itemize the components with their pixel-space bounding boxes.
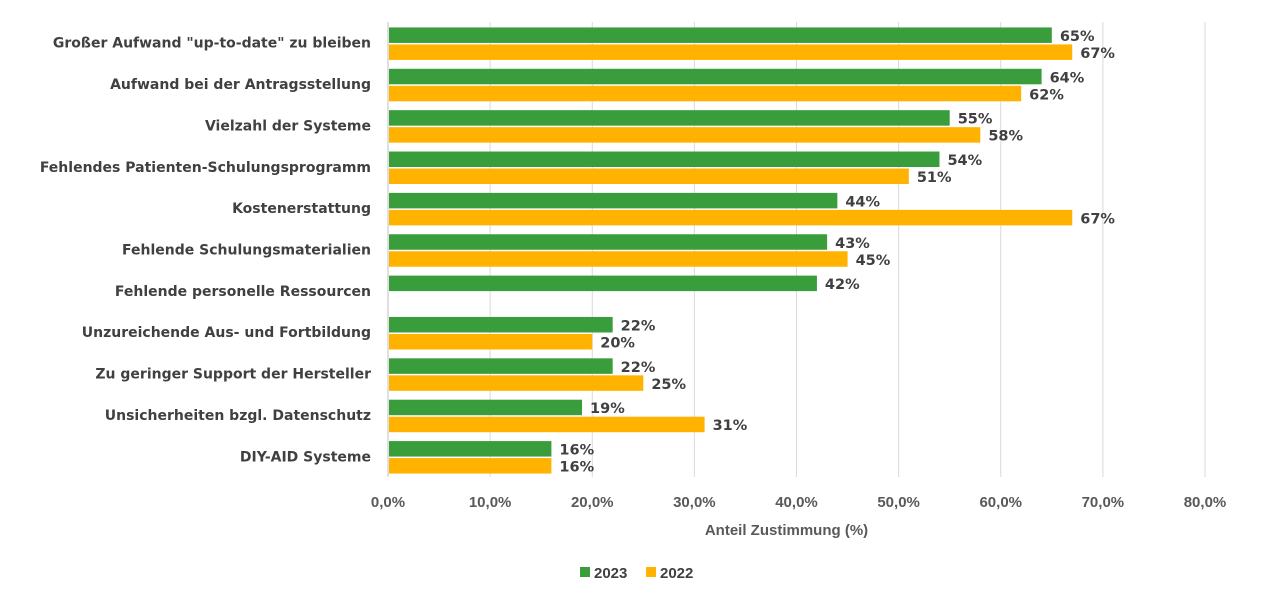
x-tick-label: 50,0% [877, 494, 920, 511]
x-axis-title: Anteil Zustimmung (%) [705, 522, 868, 539]
value-label-2022: 58% [988, 129, 1023, 145]
bar-2022 [389, 458, 552, 474]
value-label-2023: 19% [590, 401, 625, 417]
bar-2023 [389, 68, 1042, 85]
x-tick-label: 70,0% [1082, 494, 1125, 511]
category-labels: Großer Aufwand "up-to-date" zu bleiben Au… [40, 36, 371, 466]
value-label-2023: 42% [825, 277, 860, 293]
bar-2023 [389, 151, 940, 168]
bar-2023 [389, 399, 583, 416]
category-label: Aufwand bei der Antragsstellung [110, 77, 371, 93]
bar-2023 [389, 27, 1052, 43]
value-label-2023: 22% [621, 360, 656, 376]
bar-2022 [389, 251, 848, 267]
category-label: Kostenerstattung [232, 201, 371, 217]
bar-2022 [389, 416, 705, 433]
bar-2022 [389, 375, 644, 391]
category-label: Fehlende Schulungsmaterialien [122, 243, 371, 259]
value-label-2022: 67% [1080, 46, 1115, 62]
value-label-2022: 16% [559, 460, 594, 476]
legend-swatch-2023 [580, 567, 590, 577]
legend-label-2023: 2023 [594, 565, 627, 582]
value-label-2023: 44% [845, 194, 880, 210]
bar-2022 [389, 44, 1073, 60]
category-label: Fehlendes Patienten-Schulungsprogramm [40, 160, 371, 176]
value-label-2023: 43% [835, 236, 870, 252]
value-label-2023: 55% [958, 112, 993, 128]
x-tick-label: 80,0% [1184, 494, 1227, 511]
category-label: Unsicherheiten bzgl. Datenschutz [105, 408, 371, 424]
bar-2022 [389, 333, 593, 350]
bar-2022 [389, 168, 909, 185]
x-tick-label: 40,0% [775, 494, 818, 511]
value-label-2022: 62% [1029, 87, 1064, 103]
bar-2022 [389, 127, 981, 143]
x-tick-label: 20,0% [571, 494, 614, 511]
category-label: Großer Aufwand "up-to-date" zu bleiben [53, 36, 371, 52]
value-label-2022: 20% [600, 335, 635, 351]
bar-2023 [389, 316, 613, 333]
value-label-2022: 67% [1080, 211, 1115, 227]
x-tick-labels: 0,0% 10,0% 20,0% 30,0% 40,0% 50,0% 60,0% 70,0% 8… [371, 494, 1226, 511]
value-label-2022: 25% [651, 377, 686, 393]
bar-2023 [389, 110, 950, 126]
x-tick-label: 60,0% [979, 494, 1022, 511]
bar-2023 [389, 358, 613, 374]
category-label: Vielzahl der Systeme [205, 118, 371, 134]
value-label-2022: 51% [917, 170, 952, 186]
bar-2023 [389, 234, 828, 250]
bar-2022 [389, 209, 1073, 226]
bar-2023 [389, 192, 838, 209]
value-label-2023: 22% [621, 318, 656, 334]
category-label: Zu geringer Support der Hersteller [95, 367, 371, 383]
value-label-2023: 65% [1060, 29, 1095, 45]
bar-2022 [389, 85, 1022, 102]
value-label-2023: 64% [1050, 70, 1085, 86]
value-label-2022: 45% [856, 253, 891, 269]
category-label: Unzureichende Aus- und Fortbildung [82, 325, 371, 341]
category-label: Fehlende personelle Ressourcen [115, 284, 371, 300]
value-labels: 65%67%64%62%55%58%54%51%44%67%43%45%42%2… [559, 29, 1115, 476]
legend: 2023 2022 [580, 565, 693, 582]
category-label: DIY-AID Systeme [240, 449, 371, 465]
bars [389, 27, 1073, 474]
value-label-2023: 54% [947, 153, 982, 169]
x-tick-label: 30,0% [673, 494, 716, 511]
x-tick-label: 0,0% [371, 494, 405, 511]
x-tick-label: 10,0% [469, 494, 512, 511]
bar-2023 [389, 275, 817, 292]
legend-swatch-2022 [646, 567, 656, 577]
value-label-2022: 31% [713, 418, 748, 434]
bar-2023 [389, 441, 552, 457]
value-label-2023: 16% [559, 443, 594, 459]
legend-label-2022: 2022 [660, 565, 693, 582]
